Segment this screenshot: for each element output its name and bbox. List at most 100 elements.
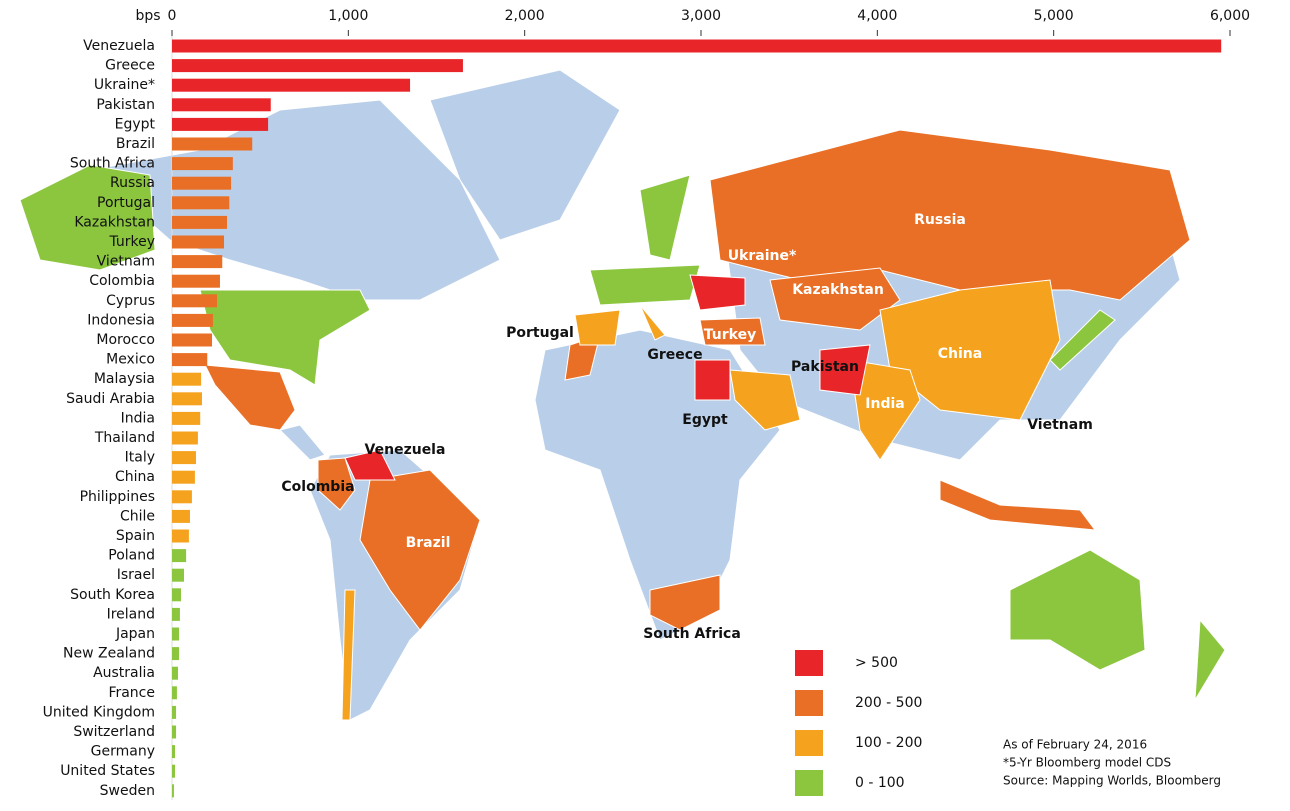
note: As of February 24, 2016: [1003, 738, 1147, 752]
ukraine: [689, 274, 746, 311]
australia: [1009, 549, 1146, 671]
bar: [172, 784, 174, 798]
bar: [172, 666, 178, 680]
map-labels: Russia Ukraine* Kazakhstan China India T…: [281, 212, 1092, 642]
saudi-arabia: [729, 369, 801, 431]
bar: [172, 451, 196, 465]
map-label: Venezuela: [365, 442, 446, 458]
y-tick-label: Portugal: [97, 195, 155, 211]
legend-swatch: [795, 730, 823, 756]
scandinavia: [639, 174, 691, 261]
bar: [172, 372, 202, 386]
y-tick-label: Germany: [91, 744, 155, 760]
y-tick-label: India: [121, 410, 155, 426]
mexico: [204, 364, 296, 431]
bar: [172, 59, 463, 73]
y-tick-label: Turkey: [108, 234, 155, 250]
new-zealand: [1194, 618, 1226, 701]
y-tick-label: Israel: [117, 567, 155, 583]
bar: [172, 176, 232, 190]
y-tick-label: Venezuela: [83, 38, 155, 54]
bar: [172, 274, 220, 288]
y-tick-label: Poland: [108, 548, 155, 564]
y-tick-label: Switzerland: [73, 724, 155, 740]
map-label: Kazakhstan: [792, 282, 884, 298]
bar: [172, 196, 230, 210]
y-tick-label: Indonesia: [87, 312, 155, 328]
map-label: Ukraine*: [728, 248, 797, 264]
y-tick-label: Morocco: [96, 332, 155, 348]
bar: [172, 490, 192, 504]
y-tick-label: Egypt: [115, 116, 156, 132]
y-tick-label: Ukraine*: [94, 77, 155, 93]
x-tick-label: 5,000: [1034, 8, 1074, 24]
y-tick-label: Vietnam: [97, 254, 155, 270]
bar: [172, 588, 181, 602]
y-tick-label: Cyprus: [106, 293, 155, 309]
legend-label: > 500: [855, 655, 898, 671]
y-tick-label: Australia: [93, 665, 155, 681]
map-label: India: [865, 396, 904, 412]
bar: [172, 333, 213, 347]
bar: [172, 529, 189, 543]
y-tick-label: Philippines: [80, 489, 155, 505]
map-label: Brazil: [406, 535, 451, 551]
bar: [172, 392, 202, 406]
bar: [172, 411, 201, 425]
y-tick-label: Kazakhstan: [74, 214, 155, 230]
bar: [172, 686, 177, 700]
central-america: [279, 424, 326, 461]
indonesia: [939, 479, 1097, 531]
alaska: [19, 164, 156, 271]
map-label: Vietnam: [1027, 417, 1093, 433]
x-axis-label: bps: [135, 8, 160, 24]
y-tick-label: France: [108, 685, 155, 701]
bar: [172, 745, 175, 759]
x-tick-label: 0: [168, 8, 177, 24]
legend-label: 200 - 500: [855, 695, 922, 711]
bar: [172, 117, 269, 131]
bar: [172, 215, 228, 229]
y-tick-label: Spain: [116, 528, 155, 544]
japan: [1049, 309, 1116, 371]
map-label: Pakistan: [791, 359, 859, 375]
bar: [172, 568, 184, 582]
legend-label: 100 - 200: [855, 735, 922, 751]
bar: [172, 235, 225, 249]
bar: [172, 705, 177, 719]
italy: [639, 304, 666, 341]
y-tick-label: Japan: [115, 626, 155, 642]
bar: [172, 98, 271, 112]
bar: [172, 764, 175, 778]
russia: [709, 129, 1191, 301]
y-tick-label: Italy: [125, 450, 155, 466]
map-label: Portugal: [506, 325, 574, 341]
map-label: Russia: [914, 212, 966, 228]
map-label: Greece: [647, 347, 702, 363]
note: *5-Yr Bloomberg model CDS: [1003, 756, 1171, 770]
legend-swatch: [795, 770, 823, 796]
bar: [172, 431, 198, 445]
egypt: [694, 359, 731, 401]
map-label: Colombia: [281, 479, 354, 495]
bar: [172, 470, 195, 484]
chile: [341, 589, 356, 721]
y-tick-label: New Zealand: [63, 646, 155, 662]
map-label: Egypt: [682, 412, 728, 428]
y-tick-label: South Korea: [70, 587, 155, 603]
y-tick-label: Saudi Arabia: [66, 391, 155, 407]
y-tick-label: United Kingdom: [43, 704, 155, 720]
y-tick-label: Pakistan: [96, 97, 155, 113]
y-tick-label: South Africa: [70, 156, 155, 172]
bar: [172, 39, 1222, 53]
colombia: [317, 457, 356, 511]
kazakhstan: [769, 267, 901, 331]
bar: [172, 353, 208, 367]
map-label: China: [938, 346, 982, 362]
bar: [172, 313, 213, 327]
south-africa: [649, 574, 721, 631]
bar: [172, 157, 233, 171]
y-tick-label: Russia: [110, 175, 155, 191]
iberia: [574, 309, 621, 346]
x-tick-label: 3,000: [681, 8, 721, 24]
